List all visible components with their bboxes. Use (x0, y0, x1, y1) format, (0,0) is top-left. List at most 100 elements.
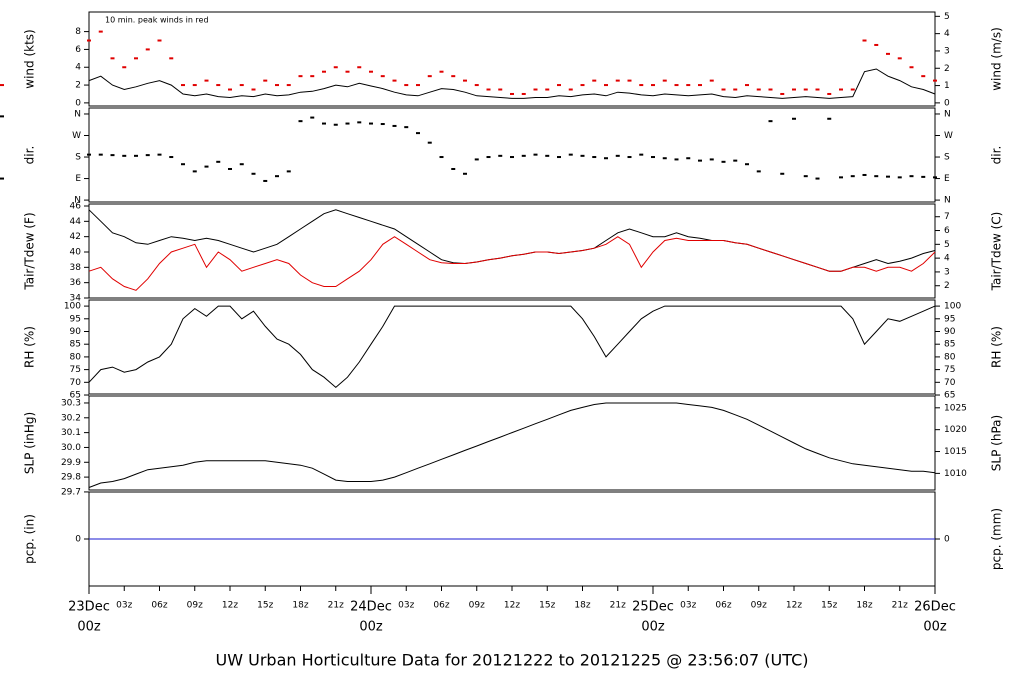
data-point (627, 79, 632, 82)
data-point (792, 117, 796, 120)
x-tick-label: 15z (821, 601, 837, 611)
data-point (298, 120, 303, 123)
x-tick-label: 21z (892, 601, 908, 611)
data-point (498, 88, 503, 91)
x-tick-label: 09z (187, 601, 203, 611)
data-point (850, 88, 855, 91)
data-point (474, 158, 479, 161)
y2-tick-label: 3 (944, 267, 950, 277)
y2-tick-label: 7 (944, 212, 950, 222)
data-point (733, 159, 738, 162)
y2-tick-label: 100 (944, 302, 961, 312)
data-point (157, 153, 162, 156)
data-point (322, 122, 326, 125)
data-point (134, 57, 138, 60)
data-point (369, 122, 373, 125)
data-point (662, 79, 667, 82)
data-point (98, 30, 103, 33)
data-point (451, 75, 456, 78)
data-point (333, 123, 338, 126)
data-point (392, 124, 397, 127)
data-point (169, 57, 174, 60)
data-point (721, 160, 726, 163)
y-tick-label: E (75, 174, 81, 184)
y-tick-label: 2 (75, 81, 81, 91)
y2-tick-label: E (944, 174, 950, 184)
y2-tick-label: 95 (944, 314, 955, 324)
data-point (498, 154, 503, 157)
panel-frame (88, 299, 936, 395)
y2-tick-label: 80 (944, 352, 956, 362)
data-point (886, 52, 890, 55)
data-point (615, 154, 620, 157)
data-point (592, 156, 597, 159)
data-point (145, 154, 150, 157)
data-point (545, 88, 550, 91)
y-tick-label: 29.8 (61, 473, 81, 483)
data-point (345, 122, 350, 125)
x-tick-label: 03z (680, 601, 696, 611)
y-tick-label: 38 (70, 263, 82, 273)
y-tick-label: 44 (70, 217, 82, 227)
y-tick-label: 4 (75, 63, 81, 73)
data-point (874, 175, 879, 178)
data-point (404, 126, 409, 129)
x-tick-label: 03z (398, 601, 414, 611)
data-point (486, 88, 491, 91)
data-point (439, 70, 444, 73)
data-point (745, 163, 749, 166)
data-point (815, 177, 820, 180)
data-point (310, 75, 315, 78)
y-tick-label: 29.9 (61, 458, 81, 468)
data-line (88, 402, 936, 488)
y2-tick-label: 1 (944, 81, 950, 91)
y-tick-label: N (74, 196, 81, 206)
y2-tick-label: 90 (944, 327, 956, 337)
data-point (521, 154, 526, 157)
y2-axis-label: dir. (990, 146, 1004, 165)
y-tick-label: W (72, 131, 81, 141)
y2-axis-label: RH (%) (990, 326, 1004, 368)
y-tick-label: 34 (70, 294, 82, 304)
chart-title: UW Urban Horticulture Data for 20121222 … (216, 651, 809, 670)
data-point (745, 84, 749, 87)
y-tick-label: 75 (70, 365, 81, 375)
y-tick-label: 30.1 (61, 428, 81, 438)
data-point (862, 173, 867, 176)
data-point (533, 153, 538, 156)
data-point (122, 66, 127, 69)
y-tick-label: 85 (70, 340, 81, 350)
x-hour-label: 00z (923, 620, 947, 635)
data-point (557, 156, 561, 159)
x-tick-label: 09z (751, 601, 767, 611)
y2-axis-label: SLP (hPa) (990, 415, 1004, 471)
data-point (662, 157, 667, 160)
data-point (686, 157, 691, 160)
y2-tick-label: 4 (944, 254, 950, 264)
data-line (88, 68, 936, 99)
y-tick-label: 30.2 (61, 413, 81, 423)
data-point (251, 172, 256, 175)
data-point (815, 88, 820, 91)
data-point (239, 84, 244, 87)
y2-tick-label: 70 (944, 378, 956, 388)
data-point (192, 84, 197, 87)
data-point (275, 84, 279, 87)
y2-tick-label: 1025 (944, 403, 967, 413)
y2-tick-label: 2 (944, 64, 950, 74)
x-tick-label: 18z (292, 601, 308, 611)
data-line (88, 305, 936, 389)
y-tick-label: 80 (70, 352, 82, 362)
data-point (439, 156, 444, 159)
data-point (427, 75, 432, 78)
data-point (451, 167, 456, 170)
data-point (87, 153, 91, 156)
data-point (169, 156, 174, 159)
y2-tick-label: 75 (944, 365, 955, 375)
data-point (286, 84, 291, 87)
data-point (709, 158, 714, 161)
x-tick-label: 12z (786, 601, 802, 611)
y-axis-label: Tair/Tdew (F) (23, 212, 37, 290)
y-tick-label: S (75, 153, 81, 163)
data-point (580, 154, 585, 157)
